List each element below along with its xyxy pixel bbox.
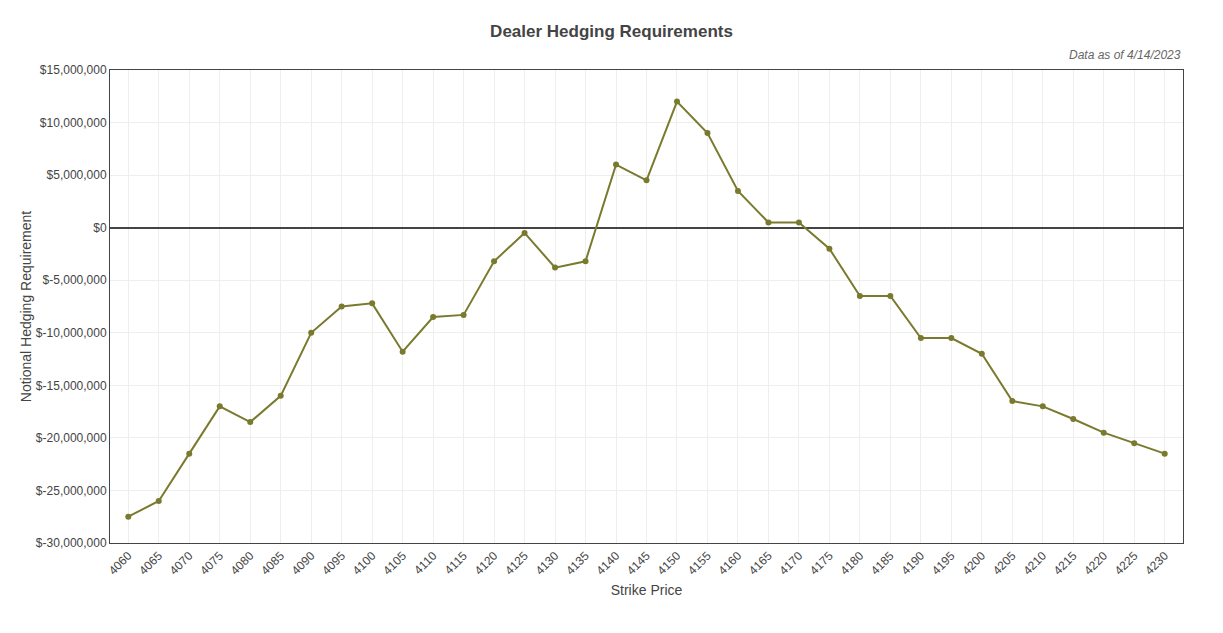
- svg-text:4075: 4075: [197, 549, 226, 578]
- svg-text:$10,000,000: $10,000,000: [40, 116, 107, 130]
- svg-text:4110: 4110: [411, 549, 439, 577]
- svg-text:Dealer Hedging Requirements: Dealer Hedging Requirements: [490, 22, 733, 41]
- svg-text:Data as of 4/14/2023: Data as of 4/14/2023: [1069, 48, 1181, 62]
- svg-text:$-5,000,000: $-5,000,000: [43, 273, 107, 287]
- svg-text:$5,000,000: $5,000,000: [47, 168, 107, 182]
- svg-text:4145: 4145: [624, 549, 653, 578]
- svg-text:4230: 4230: [1142, 549, 1171, 578]
- svg-text:4195: 4195: [929, 549, 958, 578]
- svg-text:4210: 4210: [1020, 549, 1049, 578]
- svg-text:$-25,000,000: $-25,000,000: [36, 484, 107, 498]
- svg-text:4180: 4180: [837, 549, 866, 578]
- svg-text:4155: 4155: [685, 549, 714, 578]
- svg-text:$-10,000,000: $-10,000,000: [36, 326, 107, 340]
- svg-text:4130: 4130: [533, 549, 562, 578]
- svg-text:4120: 4120: [472, 549, 501, 578]
- svg-text:4170: 4170: [776, 549, 805, 578]
- svg-text:4205: 4205: [990, 549, 1019, 578]
- svg-text:4225: 4225: [1112, 549, 1141, 578]
- svg-text:$0: $0: [93, 221, 107, 235]
- svg-text:4125: 4125: [502, 549, 531, 578]
- svg-text:4070: 4070: [167, 549, 196, 578]
- svg-text:4100: 4100: [350, 549, 379, 578]
- svg-text:4090: 4090: [289, 549, 318, 578]
- svg-text:Strike Price: Strike Price: [611, 582, 683, 598]
- svg-text:4200: 4200: [959, 549, 988, 578]
- svg-text:4115: 4115: [442, 549, 470, 577]
- svg-text:$-20,000,000: $-20,000,000: [36, 431, 107, 445]
- svg-text:4095: 4095: [319, 549, 348, 578]
- svg-text:$15,000,000: $15,000,000: [40, 63, 107, 77]
- svg-text:4185: 4185: [868, 549, 897, 578]
- svg-text:4065: 4065: [136, 549, 165, 578]
- svg-text:Notional Hedging Requirement: Notional Hedging Requirement: [18, 211, 34, 403]
- svg-text:$-30,000,000: $-30,000,000: [36, 536, 107, 550]
- svg-text:4220: 4220: [1081, 549, 1110, 578]
- svg-text:4105: 4105: [380, 549, 409, 578]
- svg-text:$-15,000,000: $-15,000,000: [36, 379, 107, 393]
- svg-text:4160: 4160: [716, 549, 745, 578]
- svg-text:4190: 4190: [898, 549, 927, 578]
- svg-text:4135: 4135: [563, 549, 592, 578]
- svg-text:4080: 4080: [228, 549, 257, 578]
- svg-text:4085: 4085: [258, 549, 287, 578]
- svg-text:4140: 4140: [594, 549, 623, 578]
- svg-text:4060: 4060: [106, 549, 135, 578]
- svg-text:4165: 4165: [746, 549, 775, 578]
- svg-text:4150: 4150: [655, 549, 684, 578]
- svg-text:4215: 4215: [1051, 549, 1080, 578]
- svg-text:4175: 4175: [807, 549, 836, 578]
